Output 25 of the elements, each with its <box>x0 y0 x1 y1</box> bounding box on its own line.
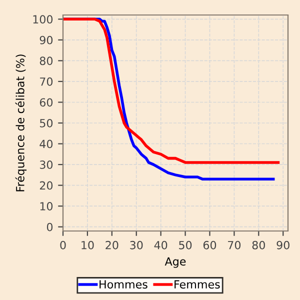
y-axis-title: Fréquence de célibat (%) <box>15 54 27 192</box>
legend-label: Femmes <box>174 280 220 289</box>
x-tick-label: 30 <box>130 240 143 250</box>
y-tick-label: 20 <box>40 181 53 190</box>
x-tick-label: 70 <box>228 240 241 250</box>
x-tick-label: 40 <box>154 240 168 250</box>
x-tick-label: 80 <box>252 240 265 250</box>
y-tick-label: 60 <box>40 98 53 107</box>
x-tick-label: 0 <box>60 240 66 250</box>
y-tick-label: 100 <box>33 15 53 24</box>
y-tick-label: 10 <box>40 202 53 210</box>
y-tick-label: 40 <box>40 140 53 148</box>
y-tick-label: 0 <box>46 222 53 232</box>
x-axis-title: Age <box>164 257 186 268</box>
y-tick-label: 70 <box>40 77 53 86</box>
x-tick-label: 90 <box>276 240 290 250</box>
y-tick-label: 80 <box>40 56 53 66</box>
x-tick-label: 20 <box>106 240 118 250</box>
x-tick-label: 50 <box>179 240 192 250</box>
x-tick-label: 10 <box>82 240 94 250</box>
y-tick-label: 90 <box>40 36 53 44</box>
legend-label: Hommes <box>100 280 148 289</box>
x-tick-label: 60 <box>203 240 216 250</box>
y-tick-label: 30 <box>40 160 53 169</box>
y-tick-label: 50 <box>40 118 53 128</box>
